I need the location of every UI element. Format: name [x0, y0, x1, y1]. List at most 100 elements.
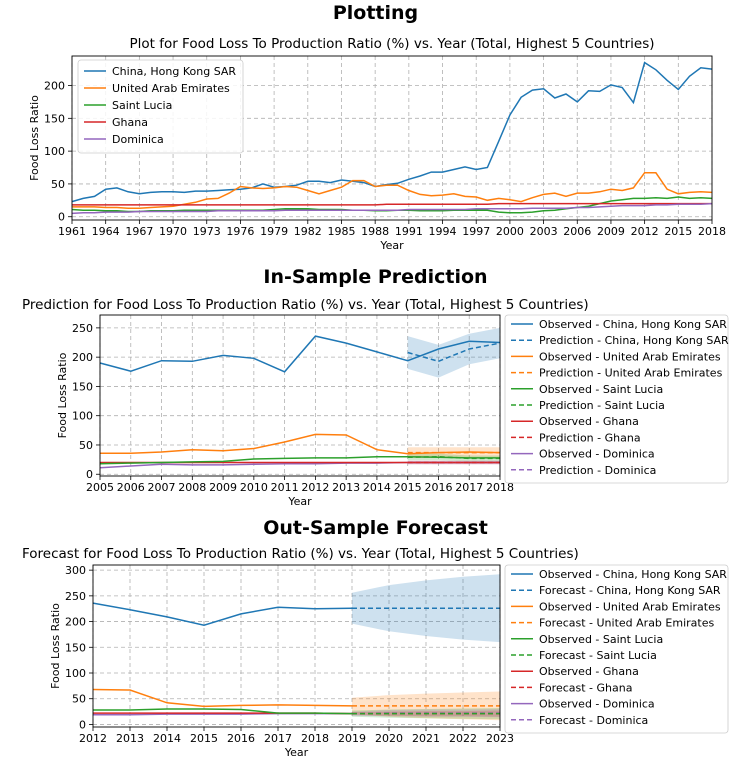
y-axis-label: Food Loss Ratio [56, 352, 69, 438]
observed-line-china-hong-kong-sar [99, 335, 501, 373]
x-tick-label: 2016 [424, 481, 452, 494]
x-tick-label: 2018 [698, 225, 726, 238]
x-tick-label: 2005 [86, 481, 114, 494]
legend-label: Prediction - China, Hong Kong SAR [539, 334, 729, 347]
y-tick-label: 0 [79, 718, 86, 731]
prediction-line-china-hong-kong-sar [407, 342, 501, 363]
series-line-dominica [71, 202, 713, 215]
x-tick-label: 2007 [148, 481, 176, 494]
observed-line-saint-lucia [93, 708, 353, 715]
x-tick-label: 2006 [563, 225, 591, 238]
y-tick-label: 100 [65, 667, 86, 680]
x-tick-label: 2010 [240, 481, 268, 494]
chart-title: Forecast for Food Loss To Production Rat… [22, 546, 579, 562]
x-tick-label: 2015 [394, 481, 422, 494]
legend-label: Ghana [112, 116, 148, 129]
x-tick-label: 2012 [79, 732, 107, 745]
legend-label: Observed - Dominica [539, 448, 655, 461]
y-axis-label: Food Loss Ratio [28, 95, 41, 181]
x-tick-label: 2015 [664, 225, 692, 238]
legend-label: Observed - United Arab Emirates [539, 350, 721, 363]
observed-line-china-hong-kong-sar [92, 602, 353, 626]
legend-label: Forecast - Ghana [539, 681, 632, 694]
legend-label: Saint Lucia [112, 99, 172, 112]
plot-frame [99, 314, 501, 477]
x-tick-label: 2006 [117, 481, 145, 494]
x-tick-label: 2023 [486, 732, 514, 745]
x-tick-label: 1991 [395, 225, 423, 238]
y-tick-label: 200 [65, 616, 86, 629]
y-tick-label: 0 [86, 468, 93, 481]
x-tick-label: 1970 [159, 225, 187, 238]
x-tick-label: 2012 [301, 481, 329, 494]
x-tick-label: 2020 [375, 732, 403, 745]
x-tick-label: 2014 [153, 732, 181, 745]
x-tick-label: 1973 [193, 225, 221, 238]
x-tick-label: 2012 [631, 225, 659, 238]
legend-label: Observed - Dominica [539, 698, 655, 711]
legend-label: Dominica [112, 133, 164, 146]
x-tick-label: 2017 [264, 732, 292, 745]
observed-line-united-arab-emirates [92, 688, 353, 708]
legend-label: United Arab Emirates [112, 82, 230, 95]
x-tick-label: 2022 [449, 732, 477, 745]
y-tick-label: 250 [65, 590, 86, 603]
y-tick-label: 50 [72, 693, 86, 706]
legend-label: Observed - United Arab Emirates [539, 600, 721, 613]
in-sample-prediction-chart: Prediction for Food Loss To Production R… [22, 297, 729, 508]
x-axis-label: Year [379, 239, 404, 252]
y-axis-label: Food Loss Ratio [49, 603, 62, 689]
x-tick-label: 1961 [58, 225, 86, 238]
section-heading-out-sample: Out-Sample Forecast [263, 517, 488, 539]
section-heading-in-sample: In-Sample Prediction [263, 266, 488, 288]
legend-label: Observed - China, Hong Kong SAR [539, 568, 727, 581]
x-tick-label: 1994 [429, 225, 457, 238]
x-tick-label: 2009 [597, 225, 625, 238]
x-axis-label: Year [287, 495, 312, 508]
x-tick-label: 2019 [338, 732, 366, 745]
legend-label: Observed - China, Hong Kong SAR [539, 318, 727, 331]
x-tick-label: 1988 [361, 225, 389, 238]
legend-label: Observed - Saint Lucia [539, 633, 663, 646]
prediction-line-saint-lucia [407, 455, 500, 460]
x-tick-label: 2003 [530, 225, 558, 238]
y-tick-label: 50 [51, 178, 65, 191]
x-tick-label: 2018 [486, 481, 514, 494]
confidence-band-china-hong-kong-sar [407, 327, 500, 378]
x-tick-label: 2021 [412, 732, 440, 745]
x-tick-label: 2009 [209, 481, 237, 494]
x-tick-label: 1976 [226, 225, 254, 238]
x-tick-label: 2013 [116, 732, 144, 745]
x-tick-label: 2014 [363, 481, 391, 494]
chart-title: Plot for Food Loss To Production Ratio (… [129, 36, 654, 52]
legend-label: Forecast - Saint Lucia [539, 649, 657, 662]
x-tick-label: 2011 [271, 481, 299, 494]
historical-line-chart: Plot for Food Loss To Production Ratio (… [28, 36, 726, 252]
legend-label: Prediction - Ghana [539, 431, 641, 444]
y-tick-label: 200 [72, 351, 93, 364]
x-axis-label: Year [284, 746, 309, 759]
x-tick-label: 1997 [462, 225, 490, 238]
y-tick-label: 150 [72, 380, 93, 393]
out-sample-forecast-chart: Forecast for Food Loss To Production Rat… [22, 546, 729, 759]
y-tick-label: 100 [72, 410, 93, 423]
legend-box [504, 314, 729, 484]
x-tick-label: 1979 [260, 225, 288, 238]
y-tick-label: 250 [72, 322, 93, 335]
y-tick-label: 0 [58, 211, 65, 224]
x-tick-label: 2015 [190, 732, 218, 745]
y-tick-label: 200 [44, 80, 65, 93]
y-tick-label: 300 [65, 564, 86, 577]
plot-frame [92, 564, 501, 728]
x-tick-label: 2016 [227, 732, 255, 745]
plot-frame [71, 55, 713, 221]
y-tick-label: 100 [44, 145, 65, 158]
series-line-china-hong-kong-sar [71, 61, 713, 203]
legend-label: Observed - Saint Lucia [539, 383, 663, 396]
x-tick-label: 2008 [178, 481, 206, 494]
x-tick-label: 2017 [455, 481, 483, 494]
x-tick-label: 2013 [332, 481, 360, 494]
legend-label: Observed - Ghana [539, 665, 639, 678]
legend-label: Prediction - United Arab Emirates [539, 367, 723, 380]
legend-label: Observed - Ghana [539, 415, 639, 428]
